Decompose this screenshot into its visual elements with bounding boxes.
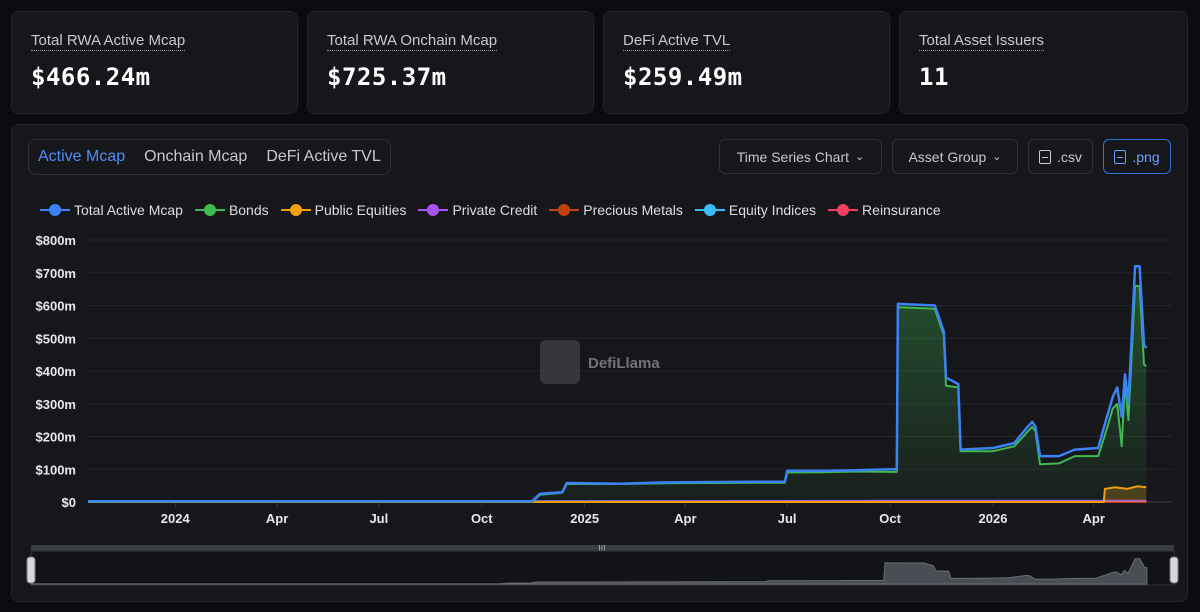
stat-value: 11	[919, 63, 949, 91]
x-tick-label: 2025	[570, 511, 599, 526]
tab-onchain-mcap[interactable]: Onchain Mcap	[144, 148, 248, 165]
stat-value: $725.37m	[327, 63, 447, 91]
legend-label: Bonds	[228, 202, 269, 218]
stat-label[interactable]: Total RWA Active Mcap	[31, 32, 186, 51]
tab-active-mcap[interactable]: Active Mcap	[38, 148, 126, 165]
y-tick-label: $200m	[36, 430, 76, 445]
group-by-select[interactable]: Asset Group ⌄	[892, 139, 1018, 174]
chart-legend: Total Active Mcap Bonds Public Equities Pri…	[40, 202, 941, 218]
x-tick-label: Apr	[674, 511, 696, 526]
csv-label: .csv	[1057, 148, 1082, 165]
legend-swatch-icon	[694, 204, 725, 216]
llama-logo-icon	[540, 340, 580, 384]
legend-swatch-icon	[194, 204, 225, 216]
stat-label[interactable]: DeFi Active TVL	[623, 32, 731, 51]
stat-value: $259.49m	[623, 63, 743, 91]
y-axis: $0 $100m $200m $300m $400m $500m $600m $700m $80…	[36, 233, 76, 510]
x-tick-label: Jul	[369, 511, 388, 526]
chevron-down-icon: ⌄	[992, 151, 1002, 163]
watermark-text: DefiLlama	[588, 355, 660, 372]
chart-series	[87, 264, 1148, 503]
chevron-down-icon: ⌄	[855, 151, 865, 163]
png-label: .png	[1132, 148, 1160, 165]
brush-mini-series	[30, 558, 1148, 585]
legend-label: Reinsurance	[862, 202, 941, 218]
y-tick-label: $300m	[36, 397, 76, 412]
file-download-icon	[1039, 149, 1052, 164]
legend-item[interactable]: Reinsurance	[828, 202, 941, 218]
legend-label: Public Equities	[314, 202, 407, 218]
y-tick-label: $0	[62, 495, 76, 510]
legend-swatch-icon	[40, 204, 70, 216]
stat-label[interactable]: Total Asset Issuers	[919, 32, 1045, 51]
legend-label: Total Active Mcap	[74, 202, 183, 218]
x-tick-label: Jul	[778, 511, 797, 526]
y-tick-label: $500m	[36, 331, 76, 346]
x-tick-label: Apr	[1082, 511, 1104, 526]
y-tick-label: $600m	[36, 299, 76, 314]
stat-card-active-mcap: Total RWA Active Mcap $466.24m	[11, 11, 298, 114]
legend-label: Equity Indices	[728, 202, 817, 218]
y-tick-label: $100m	[36, 462, 76, 477]
legend-swatch-icon	[828, 204, 859, 216]
time-range-brush[interactable]: |||	[26, 544, 1179, 586]
brush-left-handle[interactable]	[26, 556, 36, 584]
legend-label: Precious Metals	[583, 202, 683, 218]
y-tick-label: $400m	[36, 364, 76, 379]
download-png-button[interactable]: .png	[1103, 139, 1171, 174]
x-axis: 2024 Apr Jul Oct 2025 Apr Jul Oct 2026 Apr	[161, 502, 1105, 526]
stat-card-onchain-mcap: Total RWA Onchain Mcap $725.37m	[307, 11, 594, 114]
legend-item[interactable]: Public Equities	[280, 202, 407, 218]
series-area-bonds	[88, 285, 1147, 502]
legend-item[interactable]: Precious Metals	[549, 202, 683, 218]
stat-label[interactable]: Total RWA Onchain Mcap	[327, 32, 498, 51]
image-download-icon	[1114, 149, 1127, 164]
download-csv-button[interactable]: .csv	[1028, 139, 1093, 174]
brush-track[interactable]	[31, 545, 1174, 551]
legend-label: Private Credit	[452, 202, 538, 218]
x-tick-label: 2024	[161, 511, 191, 526]
stat-card-defi-tvl: DeFi Active TVL $259.49m	[603, 11, 890, 114]
x-tick-label: Oct	[879, 511, 901, 526]
metric-tabs: Active Mcap Onchain Mcap DeFi Active TVL	[28, 139, 391, 175]
legend-swatch-icon	[549, 204, 580, 216]
group-by-label: Asset Group	[908, 148, 987, 165]
y-tick-label: $800m	[36, 233, 76, 248]
legend-item[interactable]: Equity Indices	[694, 202, 817, 218]
legend-swatch-icon	[418, 204, 449, 216]
x-tick-label: Apr	[266, 511, 288, 526]
brush-mini-area	[30, 558, 1148, 585]
x-tick-label: 2026	[979, 511, 1008, 526]
brush-grip-icon[interactable]: |||	[598, 544, 606, 553]
brush-right-handle[interactable]	[1169, 556, 1179, 584]
series-line	[88, 264, 1148, 503]
stat-value: $466.24m	[31, 63, 151, 91]
legend-swatch-icon	[280, 204, 311, 216]
tab-defi-active-tvl[interactable]: DeFi Active TVL	[266, 148, 381, 165]
legend-item[interactable]: Bonds	[194, 202, 269, 218]
legend-item[interactable]: Private Credit	[418, 202, 537, 218]
watermark: DefiLlama	[540, 340, 660, 384]
legend-item[interactable]: Total Active Mcap	[40, 202, 183, 218]
chart-type-label: Time Series Chart	[736, 148, 850, 165]
chart-panel: Active Mcap Onchain Mcap DeFi Active TVL…	[11, 124, 1188, 602]
chart-type-select[interactable]: Time Series Chart ⌄	[719, 139, 882, 174]
y-tick-label: $700m	[36, 266, 76, 281]
x-tick-label: Oct	[471, 511, 493, 526]
stat-card-asset-issuers: Total Asset Issuers 11	[899, 11, 1188, 114]
